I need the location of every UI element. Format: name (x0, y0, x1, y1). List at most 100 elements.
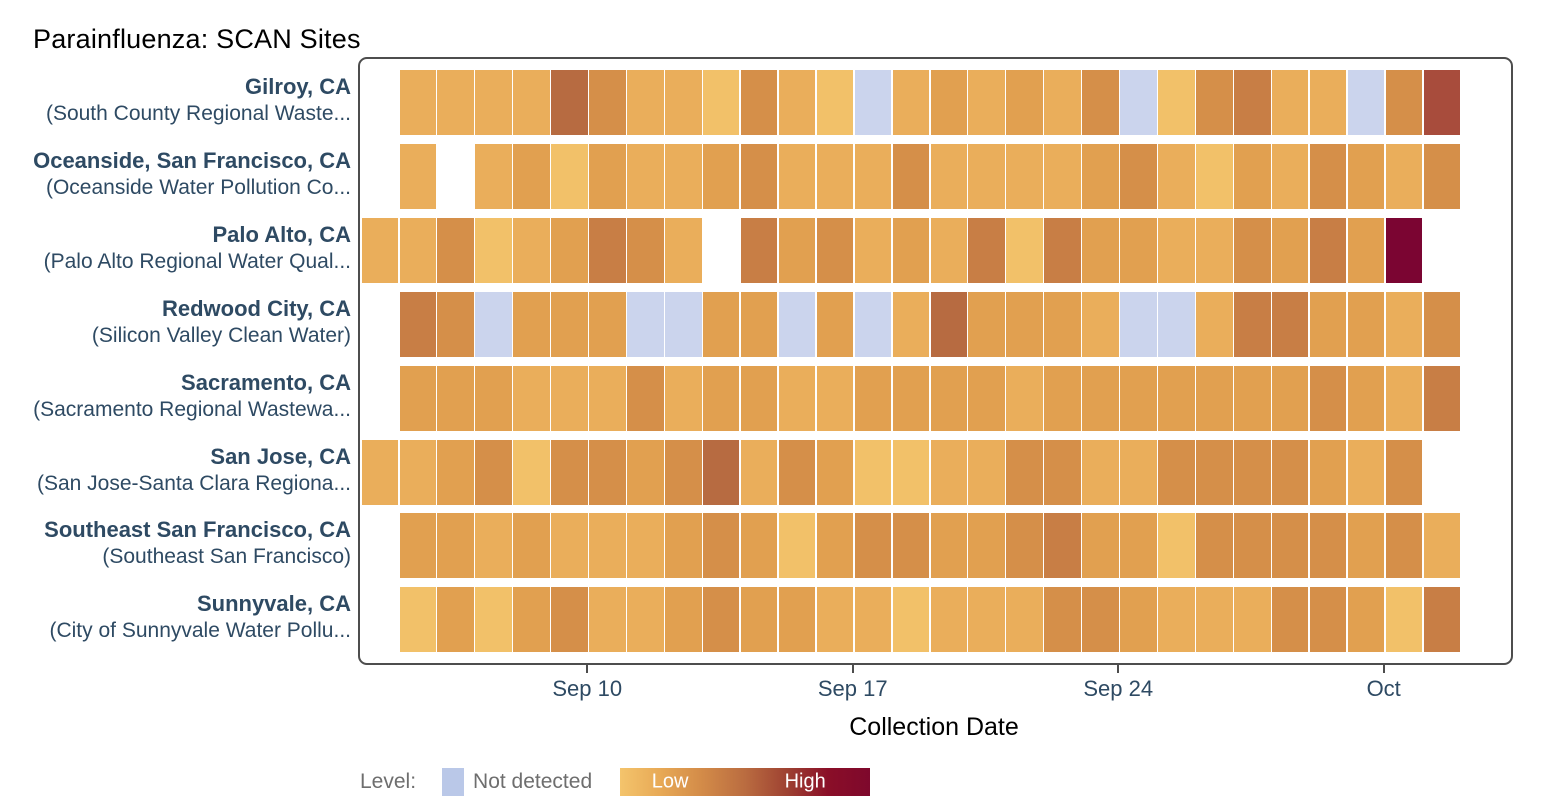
heatmap-cell (551, 143, 588, 209)
heatmap-cell (1158, 439, 1195, 505)
not-detected-swatch (442, 768, 465, 796)
heatmap-cell (1385, 217, 1423, 283)
heatmap-cell (551, 217, 588, 283)
heatmap-cell (627, 217, 664, 283)
heatmap-cell (854, 513, 892, 579)
heatmap-cell (589, 513, 626, 579)
heatmap-cell (1120, 513, 1157, 579)
heatmap-cell (627, 439, 664, 505)
heatmap-cell (1271, 291, 1309, 357)
heatmap-cell (1196, 587, 1233, 653)
heatmap-cell (1006, 217, 1043, 283)
heatmap-cell (892, 513, 930, 579)
heatmap-cell (551, 291, 588, 357)
heatmap-cell (1082, 587, 1119, 653)
heatmap-cell (1271, 513, 1309, 579)
heatmap-cell (1006, 513, 1043, 579)
heatmap-cell (816, 513, 854, 579)
heatmap-cell (968, 365, 1005, 431)
x-tick-mark (1117, 663, 1120, 673)
heatmap-cell (1082, 439, 1119, 505)
heatmap-cell (930, 513, 968, 579)
heatmap-cell (1196, 439, 1233, 505)
heatmap-cell (854, 217, 892, 283)
heatmap-cell (399, 439, 437, 505)
heatmap-cell-not-detected (1347, 70, 1385, 135)
heatmap-cell (665, 587, 702, 653)
heatmap-cell (816, 143, 854, 209)
site-label-facility: (Oceanside Water Pollution Co... (45, 175, 351, 199)
heatmap-cell (740, 365, 778, 431)
heatmap-cell (1120, 439, 1157, 505)
heatmap-cell-not-detected (475, 291, 512, 357)
heatmap-cell (1233, 217, 1271, 283)
heatmap-cell (627, 143, 664, 209)
heatmap-cell (968, 217, 1005, 283)
heatmap-cell (589, 439, 626, 505)
heatmap-cell (816, 439, 854, 505)
heatmap-cell (399, 513, 437, 579)
heatmap-cell-not-detected (1120, 70, 1157, 135)
heatmap-cell (778, 70, 816, 135)
heatmap-cell (1082, 70, 1119, 135)
heatmap-cell (968, 70, 1005, 135)
x-tick-mark (1382, 663, 1385, 673)
heatmap-cell (399, 217, 437, 283)
heatmap-cell-not-detected (854, 70, 892, 135)
heatmap-cell (627, 70, 664, 135)
heatmap-cell (1044, 513, 1081, 579)
heatmap-cell-not-detected (854, 291, 892, 357)
site-label-facility: (City of Sunnyvale Water Pollu... (49, 619, 351, 643)
heatmap-cell (740, 143, 778, 209)
heatmap-cell (475, 70, 512, 135)
heatmap-cell (361, 217, 399, 283)
heatmap-cell (1196, 70, 1233, 135)
site-label-name: Oceanside, San Francisco, CA (33, 147, 351, 173)
heatmap-cell (627, 513, 664, 579)
heatmap-cell (665, 217, 702, 283)
heatmap-cell (361, 439, 399, 505)
heatmap-cell (1271, 439, 1309, 505)
site-label-facility: (Silicon Valley Clean Water) (91, 323, 351, 347)
heatmap-cell (1196, 365, 1233, 431)
heatmap-cell (551, 70, 588, 135)
heatmap-cell (1233, 587, 1271, 653)
heatmap-cell (892, 143, 930, 209)
heatmap-cell (1309, 291, 1347, 357)
site-label-name: Palo Alto, CA (212, 221, 351, 247)
heatmap-cell (513, 217, 550, 283)
heatmap-cell (475, 217, 512, 283)
heatmap-cell (1044, 587, 1081, 653)
site-label-name: San Jose, CA (210, 443, 351, 469)
heatmap-cell (892, 365, 930, 431)
heatmap-cell (437, 587, 474, 653)
heatmap-cell (1423, 143, 1461, 209)
heatmap-cell-not-detected (778, 291, 816, 357)
heatmap-cell (702, 70, 740, 135)
heatmap-cell (892, 587, 930, 653)
heatmap-cell (437, 70, 474, 135)
heatmap-cell (1006, 439, 1043, 505)
heatmap-cell (513, 70, 550, 135)
heatmap-cell (1120, 365, 1157, 431)
site-label-name: Gilroy, CA (245, 74, 351, 99)
level-gradient-bar: Low High (620, 768, 871, 796)
heatmap-cell (1233, 513, 1271, 579)
legend: Level: Not detected Low High (360, 766, 871, 798)
heatmap-cell (1271, 70, 1309, 135)
heatmap-cell (854, 439, 892, 505)
heatmap-cell (475, 587, 512, 653)
heatmap-cell (437, 365, 474, 431)
x-tick-label: Sep 17 (817, 676, 888, 701)
x-tick-mark (851, 663, 854, 673)
heatmap-cell (702, 365, 740, 431)
heatmap-cell (1309, 70, 1347, 135)
heatmap-cell (778, 143, 816, 209)
heatmap-cell (1006, 587, 1043, 653)
heatmap-cell (437, 439, 474, 505)
site-label-facility: (Sacramento Regional Wastewa... (33, 397, 351, 421)
heatmap-cell (930, 587, 968, 653)
heatmap-panel (358, 57, 1513, 665)
heatmap-cell (589, 587, 626, 653)
